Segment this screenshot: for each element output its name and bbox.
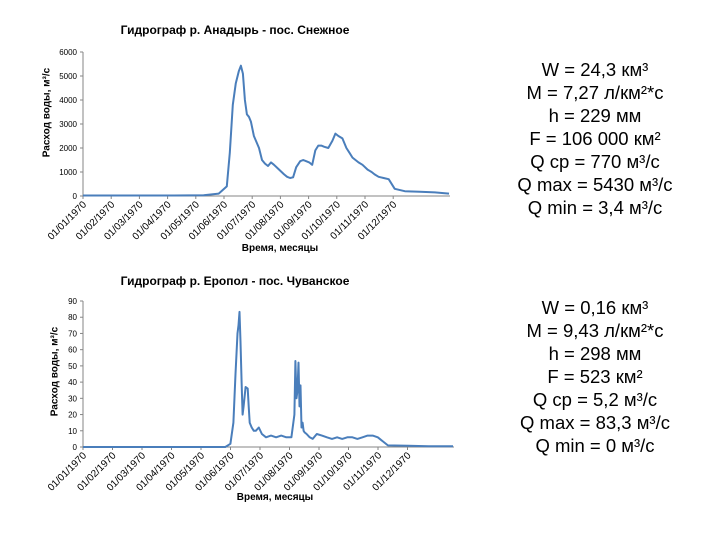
- y-tick-label: 0: [73, 192, 78, 201]
- y-tick-label: 3000: [59, 120, 77, 129]
- y-tick-label: 90: [68, 297, 77, 306]
- stats-block-anadyr: W = 24,3 км³ M = 7,27 л/км²*с h = 229 мм…: [470, 58, 720, 219]
- stat-volume: W = 0,16 км³: [541, 297, 649, 318]
- stat-runoff-modulus: M = 7,27 л/км²*с: [526, 82, 664, 103]
- stat-q-mean: Q ср = 770 м³/с: [530, 151, 660, 172]
- y-tick-label: 5000: [59, 72, 77, 81]
- y-tick-label: 20: [68, 411, 77, 420]
- y-tick-label: 10: [68, 427, 77, 436]
- x-axis-label: Время, месяцы: [241, 243, 319, 254]
- hydrograph-chart-eropol: Гидрограф р. Еропол - пос. Чуванское Рас…: [0, 268, 470, 540]
- stat-volume: W = 24,3 км³: [541, 59, 649, 80]
- y-tick-label: 80: [68, 313, 77, 322]
- y-tick-label: 70: [68, 329, 77, 338]
- stat-basin-area: F = 523 км²: [547, 366, 643, 387]
- y-tick-label: 50: [68, 362, 77, 371]
- y-tick-label: 60: [68, 346, 77, 355]
- stat-runoff-depth: h = 229 мм: [548, 105, 642, 126]
- y-tick-label: 2000: [59, 144, 77, 153]
- y-tick-label: 4000: [59, 96, 77, 105]
- stat-q-max: Q max = 5430 м³/с: [517, 174, 673, 195]
- y-tick-label: 1000: [59, 168, 77, 177]
- series-line: [83, 64, 450, 197]
- stat-q-min: Q min = 0 м³/с: [535, 435, 655, 456]
- y-tick-label: 40: [68, 378, 77, 387]
- y-tick-label: 30: [68, 394, 77, 403]
- y-tick-label: 0: [73, 443, 78, 452]
- stat-runoff-modulus: M = 9,43 л/км²*с: [526, 320, 664, 341]
- chart-title: Гидрограф р. Еропол - пос. Чуванское: [120, 274, 350, 288]
- chart-title: Гидрограф р. Анадырь - пос. Снежное: [120, 23, 350, 37]
- x-axis-label: Время, месяцы: [236, 492, 314, 503]
- stat-q-min: Q min = 3,4 м³/с: [527, 197, 663, 218]
- chart-plot-area: 010002000300040005000600001/01/197001/02…: [46, 48, 450, 243]
- chart-plot-area: 010203040506070809001/01/197001/02/19700…: [46, 297, 454, 494]
- stat-q-mean: Q ср = 5,2 м³/с: [532, 389, 658, 410]
- y-tick-label: 6000: [59, 48, 77, 57]
- stat-q-max: Q max = 83,3 м³/с: [520, 412, 670, 433]
- hydrograph-chart-anadyr: Гидрограф р. Анадырь - пос. Снежное Расх…: [0, 0, 470, 265]
- stat-runoff-depth: h = 298 мм: [548, 343, 642, 364]
- stat-basin-area: F = 106 000 км²: [529, 128, 661, 149]
- stats-block-eropol: W = 0,16 км³ M = 9,43 л/км²*с h = 298 мм…: [470, 296, 720, 457]
- series-line: [83, 310, 453, 448]
